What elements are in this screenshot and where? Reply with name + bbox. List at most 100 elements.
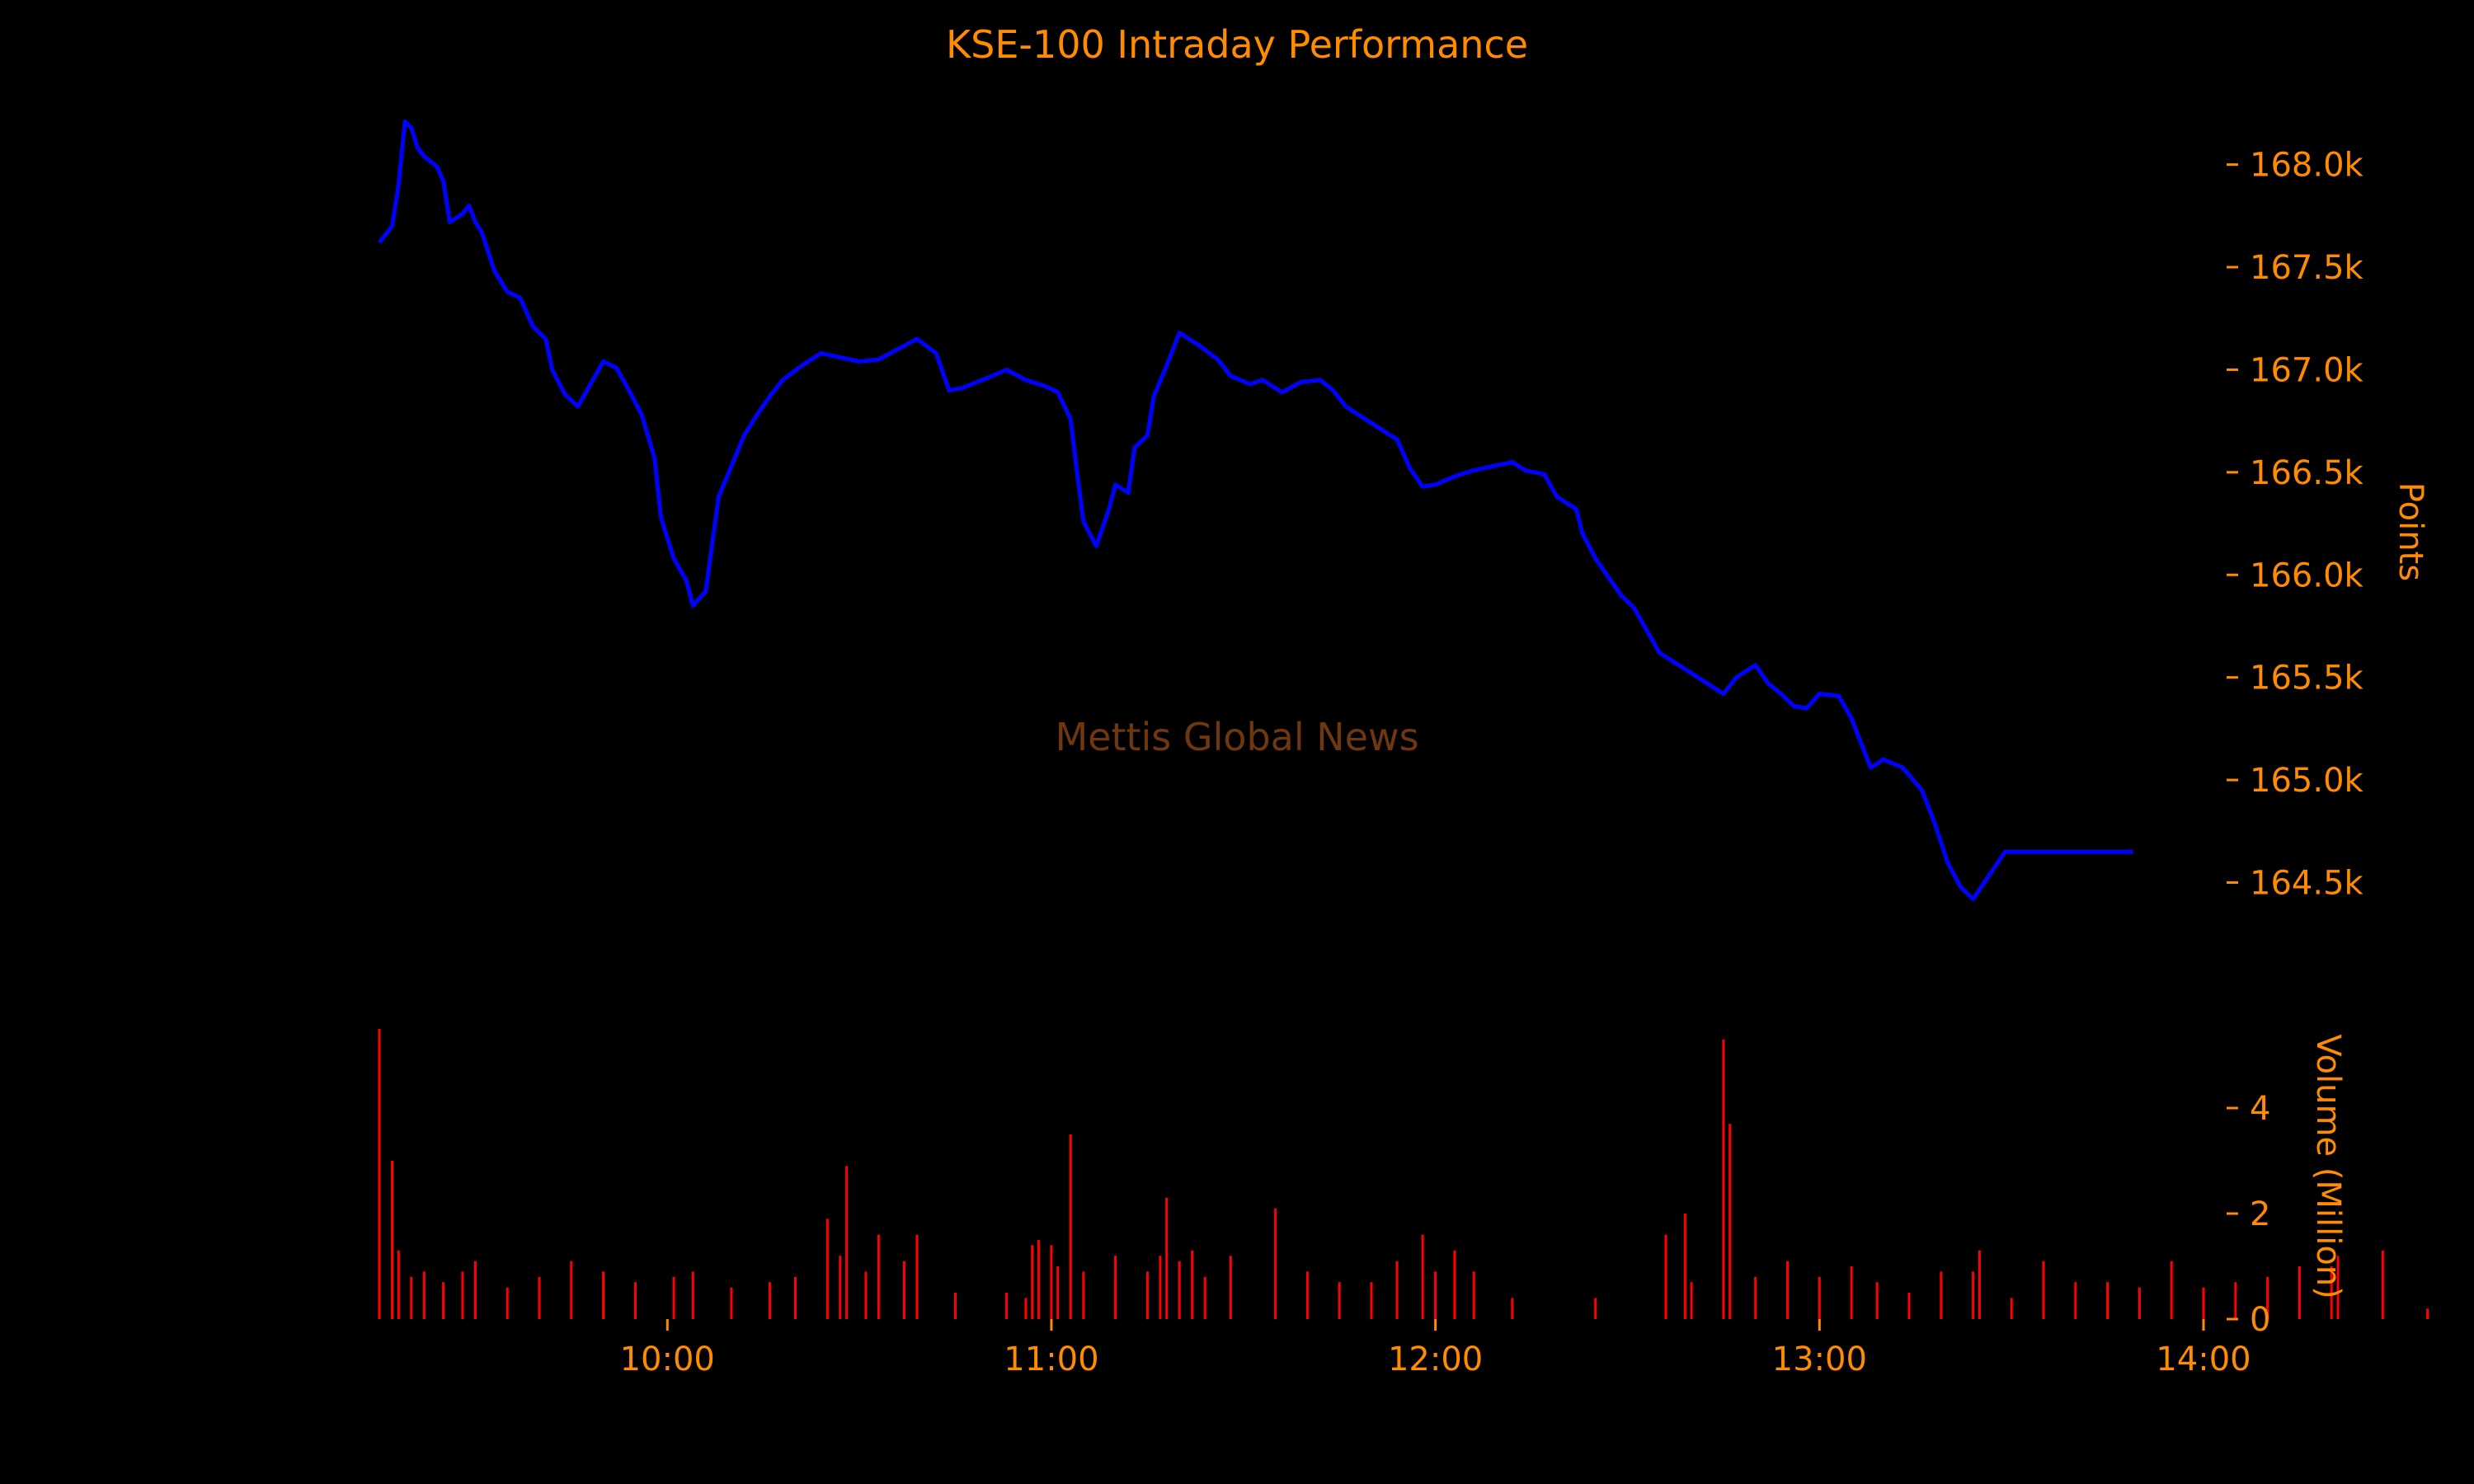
volume-bar: [2336, 1256, 2340, 1319]
volume-bar: [1729, 1124, 1732, 1319]
volume-bar: [1978, 1250, 1981, 1319]
volume-tick-label: 2: [2250, 1195, 2270, 1233]
volume-bar: [1050, 1245, 1053, 1319]
volume-bar: [1972, 1271, 1975, 1319]
volume-bar: [691, 1271, 694, 1319]
volume-bar: [1683, 1214, 1686, 1319]
volume-bar: [915, 1234, 919, 1319]
volume-bar: [1056, 1266, 1060, 1319]
volume-bar: [1191, 1250, 1194, 1319]
volume-bar: [1940, 1271, 1943, 1319]
volume-bar: [473, 1261, 477, 1319]
volume-bar: [410, 1276, 413, 1319]
volume-bar: [538, 1276, 541, 1319]
volume-bar: [839, 1256, 842, 1319]
price-tick-label: 166.0k: [2250, 556, 2364, 594]
volume-bar: [1421, 1234, 1424, 1319]
volume-bar: [1037, 1240, 1040, 1319]
volume-bar: [1203, 1276, 1206, 1319]
volume-bar: [2266, 1276, 2269, 1319]
volume-bar: [1472, 1271, 1475, 1319]
price-axis-label: Points: [2392, 482, 2429, 581]
volume-bar: [1722, 1039, 1725, 1319]
volume-bar: [730, 1287, 733, 1319]
volume-bar: [2202, 1287, 2205, 1319]
x-tick-label: 13:00: [1772, 1341, 1867, 1378]
volume-bar: [1229, 1256, 1232, 1319]
time-x-axis: 10:00 11:00 12:00 13:00 14:00: [620, 1319, 2251, 1378]
volume-bar: [902, 1261, 905, 1319]
volume-tick-label: 4: [2250, 1090, 2270, 1128]
volume-bar: [2042, 1261, 2045, 1319]
volume-bar: [2138, 1287, 2141, 1319]
volume-bar: [1114, 1256, 1117, 1319]
volume-bar: [422, 1271, 426, 1319]
volume-bar: [570, 1261, 573, 1319]
volume-bar: [397, 1250, 400, 1319]
volume-bar: [461, 1271, 464, 1319]
volume-bar: [1818, 1276, 1821, 1319]
volume-bar: [1082, 1271, 1085, 1319]
x-tick-label: 12:00: [1388, 1341, 1483, 1378]
volume-bar: [2010, 1298, 2013, 1319]
volume-axis-label: Volume (Million): [2309, 1034, 2347, 1298]
volume-bar: [1338, 1282, 1341, 1319]
volume-bar: [1031, 1245, 1034, 1319]
volume-bar: [2381, 1250, 2384, 1319]
volume-bar: [442, 1282, 445, 1319]
volume-bar: [825, 1219, 829, 1319]
price-tick-label: 168.0k: [2250, 147, 2364, 185]
price-tick-label: 165.0k: [2250, 762, 2364, 800]
price-line: [378, 119, 2133, 901]
price-tick-label: 167.0k: [2250, 351, 2364, 389]
volume-bar: [1754, 1276, 1757, 1319]
price-tick-label: 165.5k: [2250, 660, 2364, 697]
volume-bar: [1434, 1271, 1437, 1319]
volume-bar: [2106, 1282, 2109, 1319]
volume-bar: [506, 1287, 509, 1319]
volume-bar: [2298, 1266, 2301, 1319]
volume-bar: [1024, 1298, 1028, 1319]
volume-bar: [1159, 1256, 1162, 1319]
volume-bar: [1594, 1298, 1597, 1319]
volume-tick-label: 0: [2250, 1301, 2270, 1339]
volume-bar: [1664, 1234, 1667, 1319]
volume-bar: [1274, 1208, 1277, 1319]
volume-bar: [1690, 1282, 1693, 1319]
price-tick-label: 164.5k: [2250, 864, 2364, 902]
x-tick-label: 14:00: [2156, 1341, 2251, 1378]
volume-bar: [634, 1282, 637, 1319]
volume-bar: [1069, 1134, 1072, 1319]
volume-bar: [391, 1214, 393, 1319]
volume-bar: [954, 1293, 957, 1319]
volume-bar: [1511, 1298, 1514, 1319]
x-tick-label: 10:00: [620, 1341, 715, 1378]
volume-bar: [1370, 1282, 1373, 1319]
watermark: Mettis Global News: [1055, 715, 1418, 759]
volume-bar: [1453, 1250, 1456, 1319]
volume-bar: [672, 1287, 675, 1319]
price-tick-label: 166.5k: [2250, 454, 2364, 492]
volume-bar: [1850, 1266, 1853, 1319]
volume-bar: [877, 1234, 880, 1319]
volume-y-axis: 0 2 4: [2227, 1090, 2270, 1339]
price-tick-label: 167.5k: [2250, 249, 2364, 287]
volume-bar: [768, 1282, 771, 1319]
volume-bar: [1005, 1293, 1009, 1319]
volume-bar: [1875, 1282, 1879, 1319]
volume-bar: [1786, 1261, 1789, 1319]
volume-bar: [1145, 1271, 1149, 1319]
volume-bar: [2074, 1282, 2077, 1319]
volume-bar: [794, 1276, 797, 1319]
volume-bar: [1165, 1197, 1169, 1319]
volume-bar: [1178, 1261, 1181, 1319]
volume-bar: [1305, 1271, 1309, 1319]
x-tick-label: 11:00: [1004, 1341, 1098, 1378]
volume-bar: [2330, 1266, 2333, 1319]
volume-bar: [378, 1029, 381, 1319]
volume-bar: [864, 1271, 868, 1319]
volume-bar: [1907, 1293, 1911, 1319]
volume-bar: [2426, 1308, 2429, 1319]
